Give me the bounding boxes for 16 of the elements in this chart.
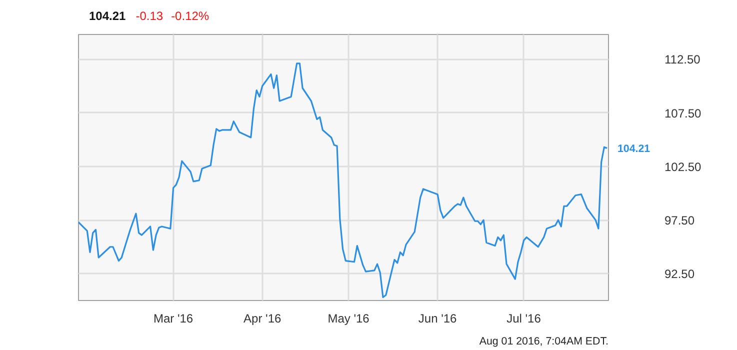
text: Aug 01 2016, 7:04AM EDT. <box>479 336 608 348</box>
x-tick-label: May '16 <box>328 312 370 326</box>
line-series <box>78 62 608 298</box>
x-tick-label: Apr '16 <box>244 312 282 326</box>
x-tick-label: Jul '16 <box>506 312 542 326</box>
y-tick-label: 107.50 <box>664 106 702 120</box>
y-tick-label: 92.50 <box>664 267 695 282</box>
y-tick-label: 97.50 <box>664 214 695 228</box>
x-tick-label: Jun '16 <box>418 312 458 326</box>
chart-title: 104.21 <box>89 9 126 23</box>
y-tick-label: 102.50 <box>664 160 702 174</box>
x-tick-label: Mar '16 <box>153 312 194 326</box>
text: -0.13 <box>136 9 164 23</box>
annotation: 104.21 <box>618 143 650 156</box>
text: -0.12% <box>171 9 210 23</box>
y-tick-label: 112.50 <box>664 52 701 67</box>
